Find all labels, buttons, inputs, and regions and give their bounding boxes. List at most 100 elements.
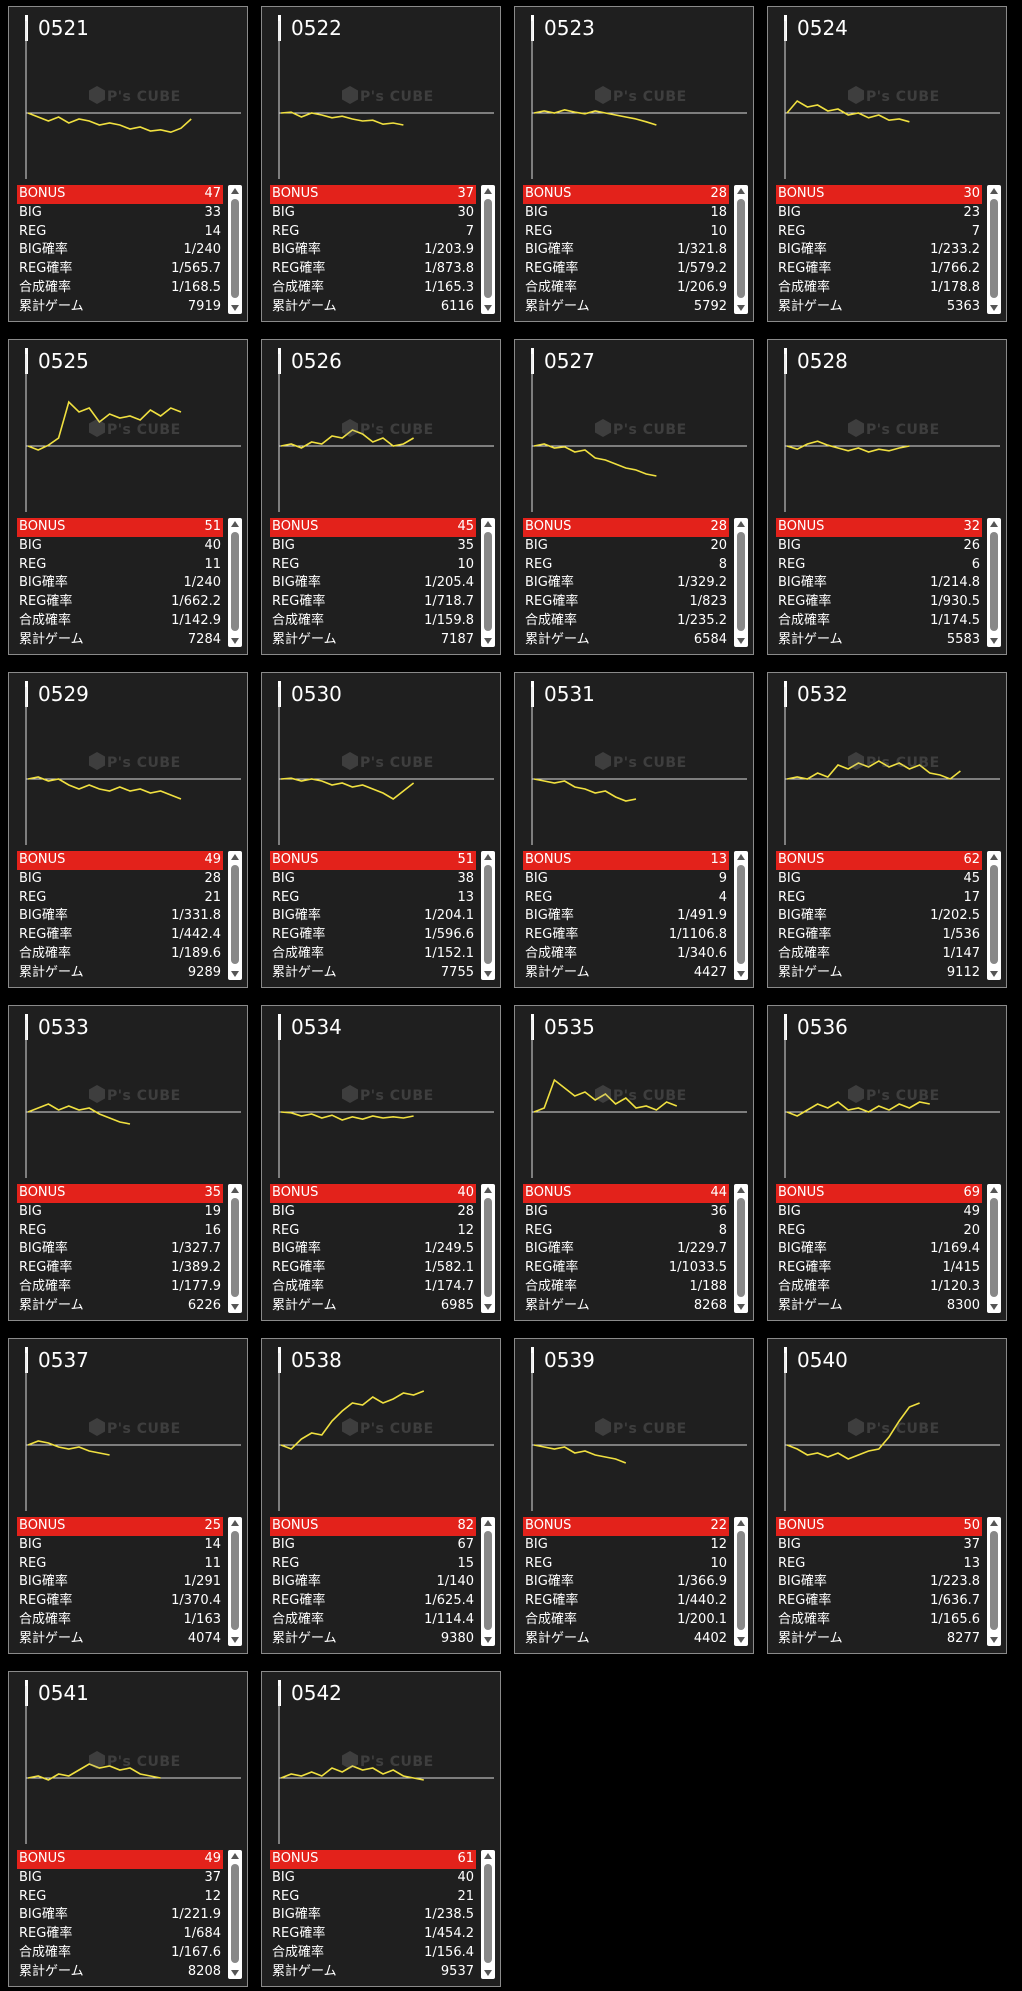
stats-scrollbar[interactable] (987, 851, 1001, 980)
scroll-thumb[interactable] (231, 1198, 239, 1297)
machine-card-0539[interactable]: 0539 P's CUBE BONUS 22 BIG 12 REG 10 BIG確率 1… (514, 1338, 754, 1654)
scroll-down-icon[interactable] (484, 1970, 492, 1976)
stats-scrollbar[interactable] (481, 518, 495, 647)
scroll-up-icon[interactable] (231, 854, 239, 860)
machine-card-0531[interactable]: 0531 P's CUBE BONUS 13 BIG 9 REG 4 BIG確率 1/4… (514, 672, 754, 988)
machine-card-0541[interactable]: 0541 P's CUBE BONUS 49 BIG 37 REG 12 BIG確率 1… (8, 1671, 248, 1987)
scroll-down-icon[interactable] (231, 305, 239, 311)
scroll-thumb[interactable] (231, 1864, 239, 1963)
scroll-up-icon[interactable] (737, 1520, 745, 1526)
machine-card-0537[interactable]: 0537 P's CUBE BONUS 25 BIG 14 REG 11 BIG確率 1… (8, 1338, 248, 1654)
scroll-down-icon[interactable] (484, 305, 492, 311)
stats-scrollbar[interactable] (734, 1184, 748, 1313)
scroll-up-icon[interactable] (484, 1853, 492, 1859)
machine-card-0533[interactable]: 0533 P's CUBE BONUS 35 BIG 19 REG 16 BIG確率 1… (8, 1005, 248, 1321)
scroll-thumb[interactable] (737, 199, 745, 298)
scroll-thumb[interactable] (484, 199, 492, 298)
scroll-down-icon[interactable] (737, 971, 745, 977)
scroll-down-icon[interactable] (231, 1970, 239, 1976)
scroll-thumb[interactable] (484, 1531, 492, 1630)
scroll-down-icon[interactable] (231, 1637, 239, 1643)
machine-card-0534[interactable]: 0534 P's CUBE BONUS 40 BIG 28 REG 12 BIG確率 1… (261, 1005, 501, 1321)
scroll-down-icon[interactable] (484, 638, 492, 644)
machine-card-0526[interactable]: 0526 P's CUBE BONUS 45 BIG 35 REG 10 BIG確率 1… (261, 339, 501, 655)
scroll-down-icon[interactable] (990, 305, 998, 311)
scroll-up-icon[interactable] (990, 521, 998, 527)
scroll-down-icon[interactable] (990, 971, 998, 977)
machine-card-0530[interactable]: 0530 P's CUBE BONUS 51 BIG 38 REG 13 BIG確率 1… (261, 672, 501, 988)
machine-card-0529[interactable]: 0529 P's CUBE BONUS 49 BIG 28 REG 21 BIG確率 1… (8, 672, 248, 988)
scroll-up-icon[interactable] (231, 188, 239, 194)
scroll-thumb[interactable] (231, 1531, 239, 1630)
scroll-up-icon[interactable] (231, 521, 239, 527)
scroll-thumb[interactable] (737, 865, 745, 964)
scroll-up-icon[interactable] (231, 1853, 239, 1859)
machine-card-0523[interactable]: 0523 P's CUBE BONUS 28 BIG 18 REG 10 BIG確率 1… (514, 6, 754, 322)
scroll-up-icon[interactable] (231, 1520, 239, 1526)
scroll-thumb[interactable] (990, 865, 998, 964)
machine-card-0536[interactable]: 0536 P's CUBE BONUS 69 BIG 49 REG 20 BIG確率 1… (767, 1005, 1007, 1321)
scroll-down-icon[interactable] (737, 638, 745, 644)
machine-card-0535[interactable]: 0535 P's CUBE BONUS 44 BIG 36 REG 8 BIG確率 1/… (514, 1005, 754, 1321)
stats-scrollbar[interactable] (987, 1517, 1001, 1646)
stats-scrollbar[interactable] (481, 185, 495, 314)
scroll-up-icon[interactable] (484, 854, 492, 860)
machine-card-0525[interactable]: 0525 P's CUBE BONUS 51 BIG 40 REG 11 BIG確率 1… (8, 339, 248, 655)
scroll-thumb[interactable] (990, 1531, 998, 1630)
stats-scrollbar[interactable] (228, 851, 242, 980)
scroll-thumb[interactable] (737, 1198, 745, 1297)
machine-card-0542[interactable]: 0542 P's CUBE BONUS 61 BIG 40 REG 21 BIG確率 1… (261, 1671, 501, 1987)
scroll-down-icon[interactable] (231, 638, 239, 644)
scroll-thumb[interactable] (990, 1198, 998, 1297)
stats-scrollbar[interactable] (734, 518, 748, 647)
scroll-up-icon[interactable] (231, 1187, 239, 1193)
machine-card-0540[interactable]: 0540 P's CUBE BONUS 50 BIG 37 REG 13 BIG確率 1… (767, 1338, 1007, 1654)
scroll-thumb[interactable] (484, 865, 492, 964)
machine-card-0522[interactable]: 0522 P's CUBE BONUS 37 BIG 30 REG 7 BIG確率 1/… (261, 6, 501, 322)
scroll-thumb[interactable] (990, 199, 998, 298)
scroll-thumb[interactable] (484, 1198, 492, 1297)
scroll-up-icon[interactable] (990, 1187, 998, 1193)
scroll-thumb[interactable] (231, 532, 239, 631)
stats-scrollbar[interactable] (228, 1850, 242, 1979)
scroll-down-icon[interactable] (990, 1637, 998, 1643)
scroll-up-icon[interactable] (737, 1187, 745, 1193)
scroll-thumb[interactable] (990, 532, 998, 631)
scroll-down-icon[interactable] (737, 1304, 745, 1310)
scroll-down-icon[interactable] (737, 1637, 745, 1643)
machine-card-0538[interactable]: 0538 P's CUBE BONUS 82 BIG 67 REG 15 BIG確率 1… (261, 1338, 501, 1654)
scroll-up-icon[interactable] (484, 1520, 492, 1526)
stats-scrollbar[interactable] (734, 851, 748, 980)
stats-scrollbar[interactable] (481, 1517, 495, 1646)
stats-scrollbar[interactable] (987, 1184, 1001, 1313)
scroll-thumb[interactable] (231, 865, 239, 964)
stats-scrollbar[interactable] (481, 851, 495, 980)
stats-scrollbar[interactable] (228, 1184, 242, 1313)
scroll-thumb[interactable] (231, 199, 239, 298)
stats-scrollbar[interactable] (481, 1850, 495, 1979)
machine-card-0527[interactable]: 0527 P's CUBE BONUS 28 BIG 20 REG 8 BIG確率 1/… (514, 339, 754, 655)
scroll-up-icon[interactable] (484, 188, 492, 194)
scroll-down-icon[interactable] (990, 638, 998, 644)
stats-scrollbar[interactable] (481, 1184, 495, 1313)
machine-card-0528[interactable]: 0528 P's CUBE BONUS 32 BIG 26 REG 6 BIG確率 1/… (767, 339, 1007, 655)
machine-card-0521[interactable]: 0521 P's CUBE BONUS 47 BIG 33 REG 14 BIG確率 1… (8, 6, 248, 322)
scroll-down-icon[interactable] (737, 305, 745, 311)
scroll-down-icon[interactable] (484, 1304, 492, 1310)
stats-scrollbar[interactable] (228, 185, 242, 314)
scroll-thumb[interactable] (737, 1531, 745, 1630)
scroll-up-icon[interactable] (737, 188, 745, 194)
scroll-down-icon[interactable] (484, 971, 492, 977)
scroll-up-icon[interactable] (484, 1187, 492, 1193)
scroll-down-icon[interactable] (990, 1304, 998, 1310)
stats-scrollbar[interactable] (734, 1517, 748, 1646)
scroll-thumb[interactable] (737, 532, 745, 631)
scroll-up-icon[interactable] (990, 188, 998, 194)
stats-scrollbar[interactable] (228, 518, 242, 647)
stats-scrollbar[interactable] (987, 518, 1001, 647)
scroll-up-icon[interactable] (737, 854, 745, 860)
scroll-up-icon[interactable] (737, 521, 745, 527)
scroll-down-icon[interactable] (484, 1637, 492, 1643)
scroll-up-icon[interactable] (484, 521, 492, 527)
scroll-up-icon[interactable] (990, 854, 998, 860)
